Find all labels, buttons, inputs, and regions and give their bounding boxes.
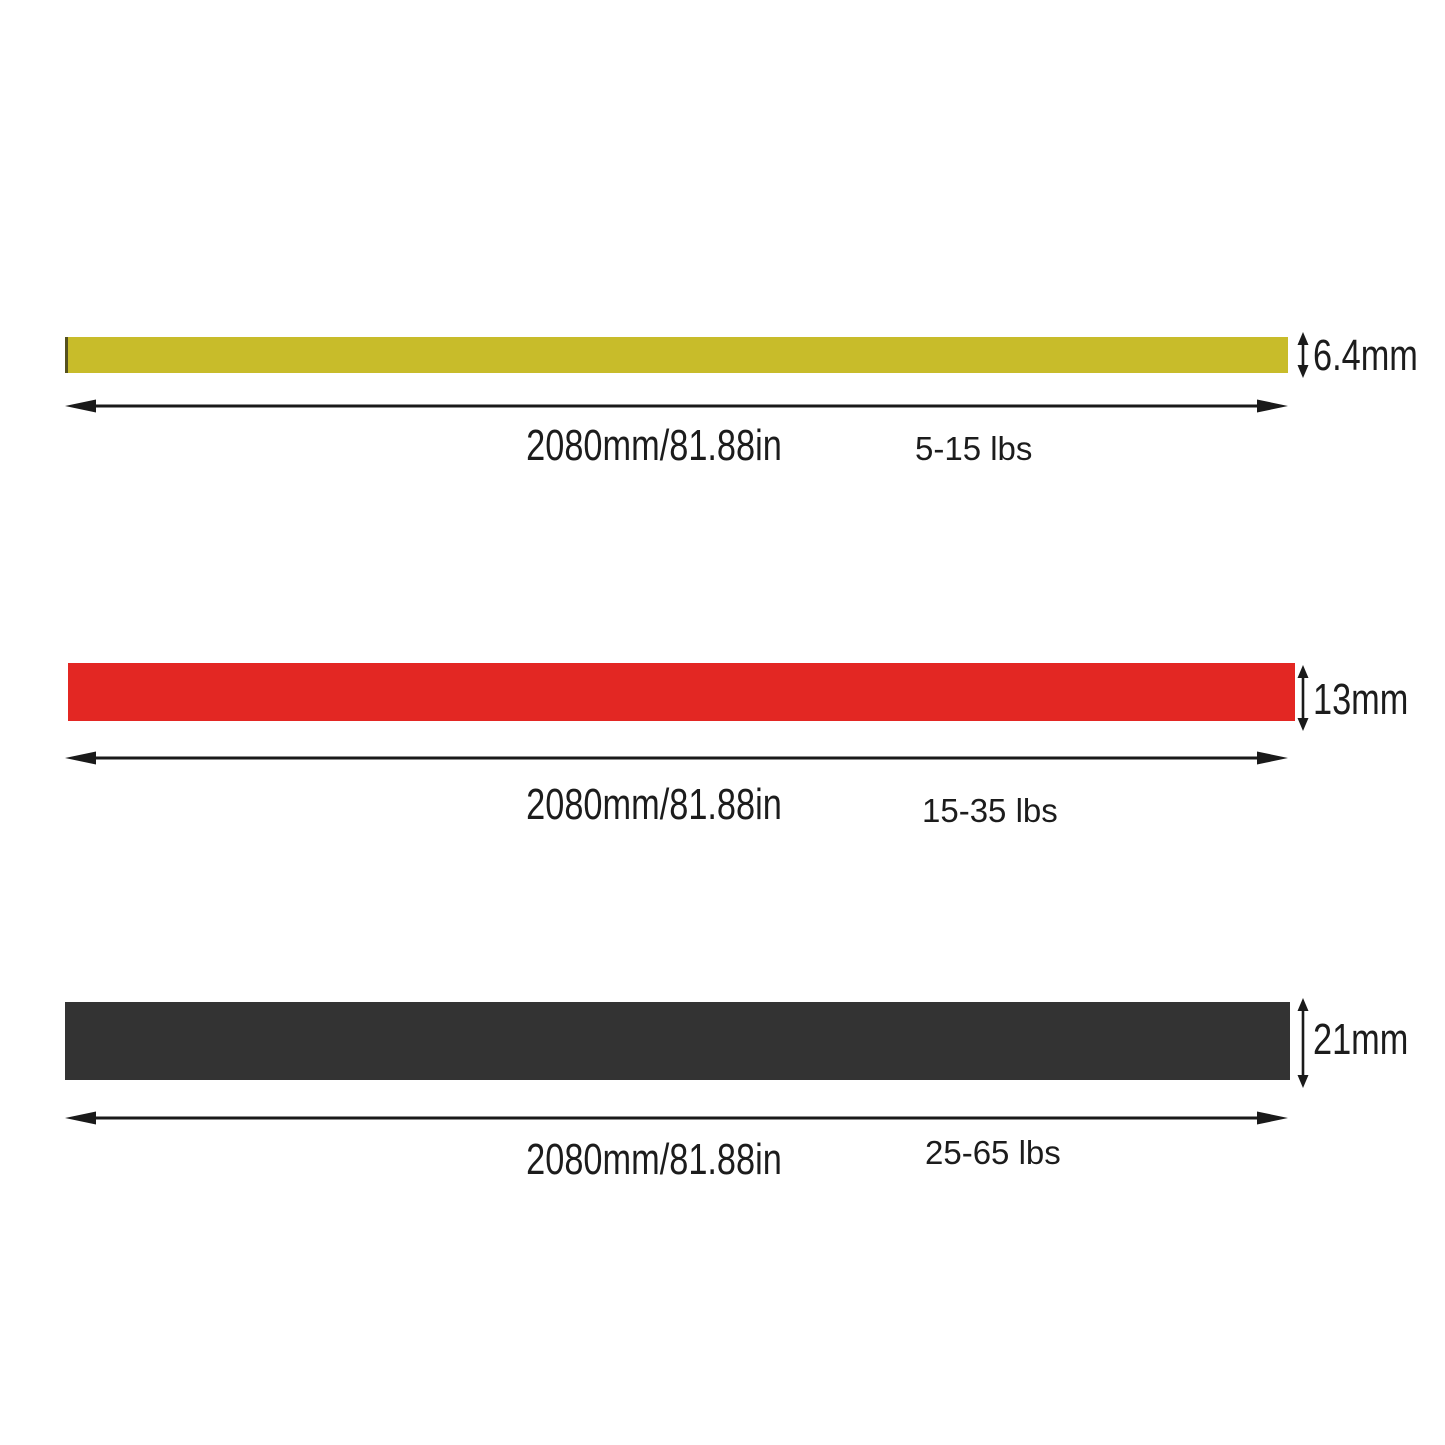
thickness-arrow-icon xyxy=(1297,998,1309,1088)
thickness-label: 21mm xyxy=(1313,1015,1409,1064)
weight-label: 25-65 lbs xyxy=(925,1134,1061,1171)
length-label: 2080mm/81.88in xyxy=(526,780,782,829)
thickness-label: 13mm xyxy=(1313,675,1409,724)
thickness-arrow-icon xyxy=(1297,665,1309,731)
weight-label: 5-15 lbs xyxy=(915,430,1033,467)
yellow-band-left-edge xyxy=(65,337,68,373)
length-label: 2080mm/81.88in xyxy=(526,421,782,470)
length-arrow-icon xyxy=(65,399,1288,413)
length-arrow-icon xyxy=(65,751,1288,765)
length-arrow-icon xyxy=(65,1111,1288,1125)
thickness-label: 6.4mm xyxy=(1313,331,1418,380)
length-label: 2080mm/81.88in xyxy=(526,1135,782,1184)
thickness-arrow-icon xyxy=(1297,332,1309,378)
yellow-band-bar xyxy=(65,337,1288,373)
red-band-bar xyxy=(68,663,1295,721)
black-band-bar xyxy=(65,1002,1290,1080)
weight-label: 15-35 lbs xyxy=(922,792,1058,829)
